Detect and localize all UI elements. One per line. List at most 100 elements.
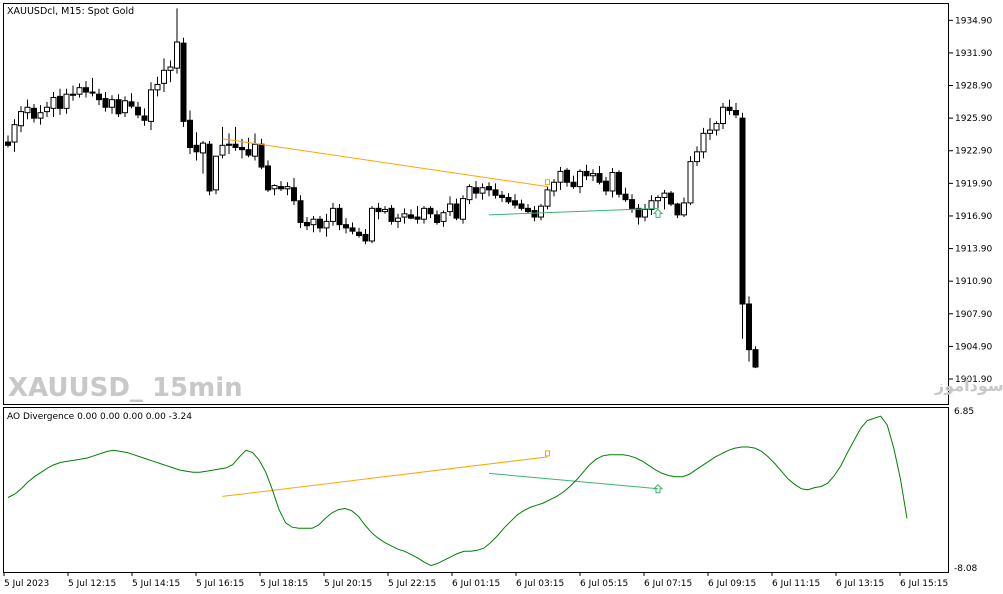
bearish-candle (499, 194, 505, 198)
bearish-candle (135, 106, 141, 116)
bearish-candle (31, 107, 37, 119)
bearish-candle (453, 203, 460, 219)
bearish-candle (492, 189, 499, 196)
bullish-candle (369, 207, 375, 242)
price-label: 1907.90 (955, 310, 992, 320)
bearish-candle (473, 187, 479, 194)
time-label: 5 Jul 18:15 (260, 579, 308, 589)
bullish-arrow-icon (652, 208, 664, 218)
bearish-candle (297, 200, 304, 223)
bearish-candle (596, 173, 603, 183)
bullish-candle (642, 208, 648, 218)
time-label: 5 Jul 16:15 (196, 579, 244, 589)
bearish-candle (180, 42, 187, 122)
bearish-divergence-price-line (222, 138, 548, 188)
bearish-candle (434, 214, 440, 223)
bullish-candle (330, 207, 336, 222)
bullish-divergence-price-line (488, 207, 659, 216)
bullish-candle (590, 173, 596, 177)
bearish-candle (570, 181, 577, 188)
bullish-candle (609, 171, 616, 192)
main-chart-panel[interactable] (3, 3, 949, 405)
bearish-candle (83, 87, 89, 93)
bearish-candle (317, 218, 323, 229)
bearish-candle (70, 93, 76, 96)
bearish-candle (239, 146, 245, 151)
bullish-candle (557, 170, 564, 183)
bearish-candle (102, 98, 109, 108)
bearish-candle (356, 231, 362, 237)
bullish-candle (122, 100, 128, 114)
bullish-candle (161, 69, 167, 84)
bullish-candle (76, 87, 83, 95)
bullish-candle (700, 132, 707, 153)
bearish-arrow-icon (545, 450, 550, 457)
bullish-candle (544, 189, 551, 207)
indicator-label: AO Divergence 0.00 0.00 0.00 0.00 -3.24 (7, 412, 192, 422)
bullish-candle (460, 198, 466, 220)
bearish-candle (427, 207, 434, 215)
bearish-candle (629, 199, 635, 209)
price-label: 1934.90 (955, 16, 992, 26)
bullish-candle (219, 144, 226, 156)
time-label: 5 Jul 20:15 (324, 579, 372, 589)
bullish-candle (154, 83, 161, 91)
bullish-candle (200, 142, 206, 154)
bearish-candle (518, 203, 525, 209)
bullish-candle (63, 93, 70, 109)
bullish-candle (24, 106, 31, 114)
bullish-candle (447, 203, 453, 213)
price-axis: 1934.90 1931.90 1928.90 1925.90 1922.90 1919.… (949, 16, 992, 385)
time-label: 6 Jul 05:15 (580, 579, 628, 589)
bullish-candle (655, 196, 661, 202)
bearish-candle (616, 171, 622, 195)
time-label: 5 Jul 22:15 (388, 579, 436, 589)
bullish-candle (284, 186, 291, 190)
ao-divergence-line (7, 415, 908, 567)
bearish-candle (278, 186, 284, 190)
bearish-candle (414, 216, 421, 220)
bullish-candle (382, 208, 388, 213)
bullish-candle (18, 111, 24, 127)
time-label: 6 Jul 07:15 (644, 579, 692, 589)
bearish-candle (349, 227, 356, 232)
candlesticks (5, 8, 759, 369)
bearish-candle (668, 192, 674, 205)
bearish-candle (739, 117, 746, 305)
bullish-candle (148, 89, 154, 122)
bearish-candle (343, 224, 349, 229)
time-label: 6 Jul 13:15 (836, 579, 884, 589)
bullish-candle (44, 106, 50, 113)
bearish-candle (187, 119, 193, 148)
bullish-candle (421, 207, 427, 220)
bullish-candle (109, 99, 115, 108)
bullish-candle (174, 41, 180, 69)
bullish-candle (694, 151, 700, 163)
watermark-symbol: XAUUSD_ 15min (8, 373, 243, 403)
bearish-candle (408, 214, 414, 219)
time-label: 5 Jul 14:15 (132, 579, 180, 589)
bearish-candle (564, 169, 570, 183)
bearish-candle (733, 110, 739, 116)
bearish-candle (635, 207, 642, 218)
bullish-candle (713, 123, 720, 131)
bearish-candle (5, 141, 11, 146)
bearish-candle (505, 196, 512, 203)
indicator-panel[interactable] (3, 407, 949, 573)
bullish-candle (577, 170, 583, 188)
bearish-candle (752, 349, 759, 368)
time-label: 5 Jul 12:15 (68, 579, 116, 589)
indicator-top-value: 6.85 (954, 407, 974, 417)
bearish-candle (525, 207, 531, 213)
bearish-candle (486, 186, 492, 191)
bearish-candle (388, 207, 395, 222)
bullish-candle (440, 212, 447, 222)
bearish-candle (258, 143, 265, 168)
bearish-candle (291, 187, 297, 202)
bearish-candle (206, 143, 213, 192)
bearish-candle (362, 233, 369, 242)
bearish-candle (245, 149, 252, 156)
bullish-candle (213, 155, 219, 191)
bearish-arrow-icon (545, 179, 550, 186)
bullish-divergence-indicator-line (488, 472, 659, 490)
